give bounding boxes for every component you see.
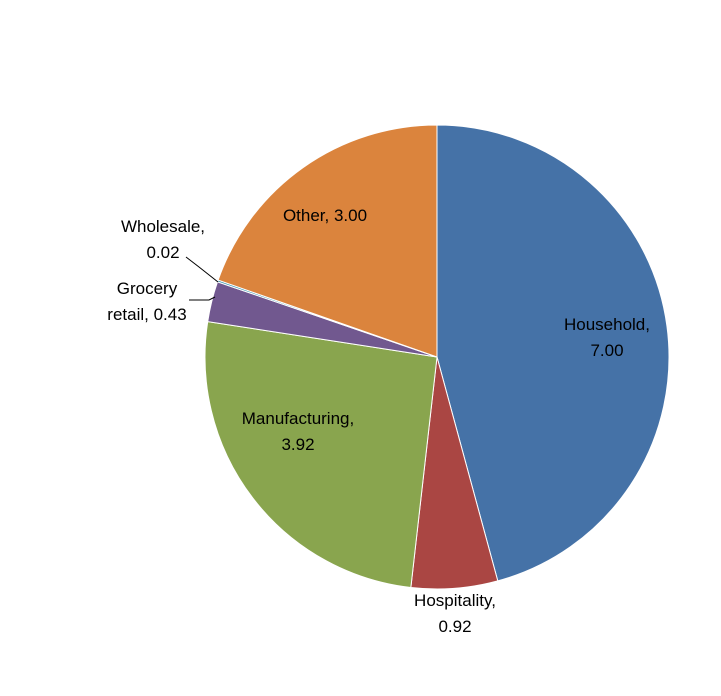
data-label-wholesale: Wholesale, 0.02 <box>121 217 205 262</box>
data-label-other: Other, 3.00 <box>283 206 367 225</box>
data-label-manufacturing: Manufacturing, 3.92 <box>242 409 354 454</box>
leader-line-grocery-retail <box>189 296 216 301</box>
data-label-grocery-retail: Grocery retail, 0.43 <box>107 279 186 324</box>
pie-slice-household <box>436 124 670 582</box>
pie-slice-manufacturing <box>204 321 438 589</box>
data-label-hospitality: Hospitality, 0.92 <box>414 591 496 636</box>
pie-slices <box>204 124 670 590</box>
data-label-household: Household, 7.00 <box>564 315 650 360</box>
leader-lines <box>185 256 219 301</box>
leader-line-wholesale <box>185 256 219 283</box>
data-labels: Household, 7.00 Hospitality, 0.92 Manufactur… <box>107 206 650 636</box>
pie-slice-other <box>217 124 438 358</box>
